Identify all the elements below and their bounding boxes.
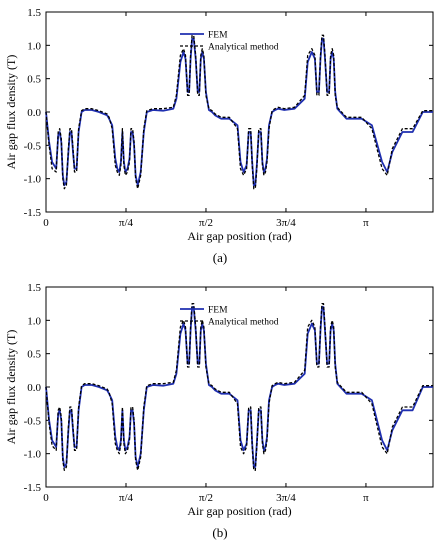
y-tick-label: 0.0 bbox=[27, 107, 41, 119]
legend-entry: FEM bbox=[208, 31, 228, 41]
x-tick-label: π/4 bbox=[119, 217, 134, 229]
y-tick-label: -1.5 bbox=[24, 207, 42, 219]
y-tick-label: 0.5 bbox=[27, 74, 41, 86]
legend-entry: Analytical method bbox=[208, 318, 279, 328]
y-tick-label: 0.5 bbox=[27, 349, 41, 361]
analytical-series-line bbox=[45, 303, 433, 471]
x-tick-label: π/2 bbox=[199, 492, 213, 504]
x-axis-label: Air gap position (rad) bbox=[187, 504, 291, 518]
x-tick-label: 0 bbox=[43, 217, 49, 229]
analytical-series-line bbox=[45, 34, 433, 190]
y-tick-label: 1.5 bbox=[27, 7, 41, 19]
x-tick-label: 0 bbox=[43, 492, 49, 504]
y-tick-label: -1.0 bbox=[24, 449, 42, 461]
legend-entry: Analytical method bbox=[208, 43, 279, 53]
y-tick-label: -0.5 bbox=[24, 415, 42, 427]
chart-panel-2: 1.5 1.0 0.5 0.0 -0.5 -1.0 -1.50 π/4 π/2 3π/4 π FEM A… bbox=[4, 282, 434, 540]
legend-entry: FEM bbox=[208, 306, 228, 316]
y-tick-label: -0.5 bbox=[24, 140, 42, 152]
x-tick-label: 3π/4 bbox=[276, 217, 296, 229]
y-axis-label: Air gap flux density (T) bbox=[4, 330, 18, 445]
y-tick-label: 1.0 bbox=[27, 40, 41, 52]
y-tick-label: 1.0 bbox=[27, 315, 41, 327]
x-tick-label: π/4 bbox=[119, 492, 134, 504]
y-tick-label: 0.0 bbox=[27, 382, 41, 394]
x-tick-label: π/2 bbox=[199, 217, 213, 229]
x-tick-label: 3π/4 bbox=[276, 492, 296, 504]
x-tick-label: π bbox=[363, 217, 369, 229]
x-axis-label: Air gap position (rad) bbox=[187, 229, 291, 243]
panel-label: (b) bbox=[212, 525, 227, 540]
y-tick-label: -1.5 bbox=[24, 482, 42, 494]
x-tick-label: π bbox=[363, 492, 369, 504]
y-axis-label: Air gap flux density (T) bbox=[4, 55, 18, 170]
panel-label: (a) bbox=[213, 250, 227, 265]
fem-series-line bbox=[45, 306, 433, 468]
y-tick-label: 1.5 bbox=[27, 282, 41, 294]
chart-panel-1: 1.5 1.0 0.5 0.0 -0.5 -1.0 -1.50 π/4 π/2 3π/4 π FEM A… bbox=[4, 7, 434, 265]
y-tick-label: -1.0 bbox=[24, 174, 42, 186]
